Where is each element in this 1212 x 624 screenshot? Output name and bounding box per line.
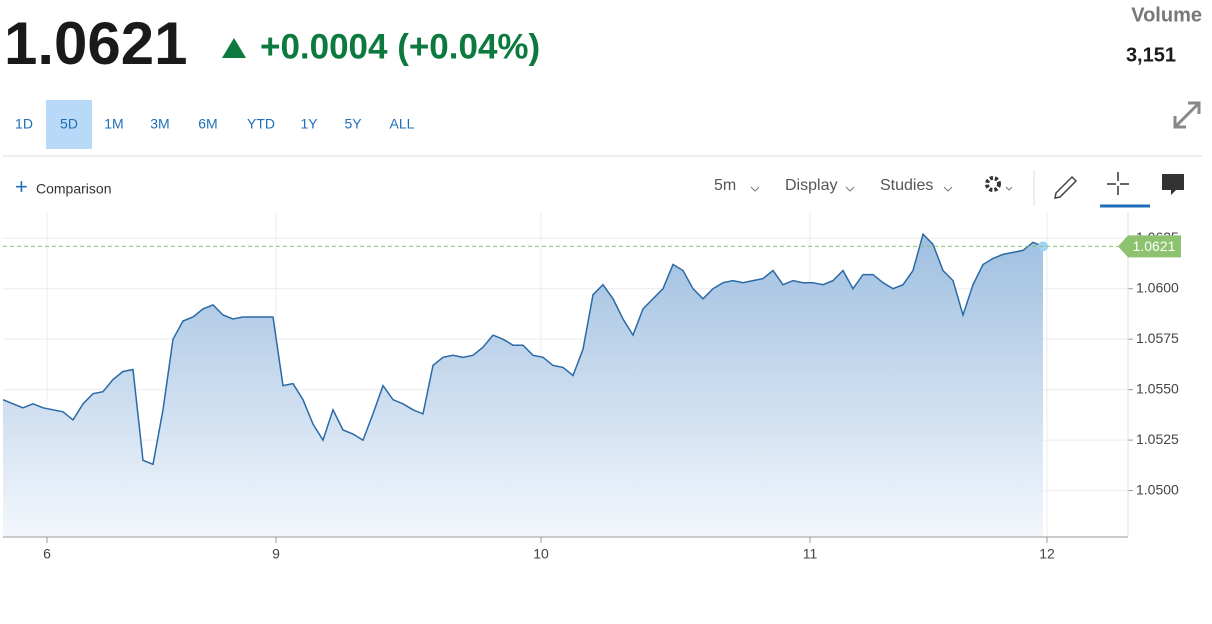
- x-tick-label: 6: [43, 546, 51, 562]
- x-tick-label: 9: [272, 546, 280, 562]
- x-tick-label: 10: [533, 546, 549, 562]
- range-tab[interactable]: 1M: [104, 116, 123, 132]
- comment-icon[interactable]: [1162, 174, 1184, 195]
- y-tick-label: 1.0550: [1136, 380, 1179, 396]
- caret: [845, 186, 855, 192]
- range-tabs: 1D 5D 1M 3M 6M YTD 1Y 5Y ALL: [15, 100, 415, 149]
- range-tab[interactable]: 5Y: [344, 116, 362, 132]
- x-tick-label: 11: [803, 546, 818, 562]
- range-tab[interactable]: 1Y: [300, 116, 318, 132]
- price: 1.0621: [4, 10, 188, 77]
- range-tab[interactable]: 1D: [15, 116, 33, 132]
- display-button[interactable]: Display: [785, 177, 837, 194]
- last-price-tag: [1118, 235, 1181, 258]
- line: [2, 232, 1044, 466]
- area: [3, 234, 1043, 537]
- last-price-label: 1.0621: [1133, 238, 1176, 254]
- volume-label: Volume: [1131, 4, 1202, 26]
- comparison-button[interactable]: Comparison: [36, 181, 111, 197]
- range-tab[interactable]: ALL: [390, 116, 415, 132]
- range-tab[interactable]: 3M: [150, 116, 169, 132]
- active-tab: [46, 100, 92, 149]
- range-tab[interactable]: 6M: [198, 116, 217, 132]
- studies-button[interactable]: Studies: [880, 177, 933, 194]
- draw-icon[interactable]: [1054, 175, 1078, 199]
- x-tick-label: 12: [1039, 546, 1055, 562]
- expand-icon[interactable]: [1173, 101, 1201, 129]
- price-change: +0.0004 (+0.04%): [260, 27, 540, 66]
- plus-icon[interactable]: +: [15, 174, 28, 199]
- crosshair-icon[interactable]: [1107, 172, 1129, 195]
- range-tab[interactable]: 5D: [60, 116, 78, 132]
- y-tick-label: 1.0500: [1136, 481, 1179, 497]
- plot: 1.05001.05251.05501.05751.06001.06256910…: [2, 212, 1181, 562]
- caret: [943, 186, 953, 192]
- y-tick-label: 1.0600: [1136, 279, 1179, 295]
- settings-icon[interactable]: [985, 176, 1001, 192]
- y-tick-label: 1.0525: [1136, 431, 1179, 447]
- caret: [1005, 186, 1013, 191]
- y-tick-label: 1.0575: [1136, 330, 1179, 346]
- caret: [750, 186, 760, 192]
- volume-value: 3,151: [1126, 44, 1176, 66]
- interval-button[interactable]: 5m: [714, 177, 736, 194]
- up-arrow: [222, 38, 246, 58]
- range-tab[interactable]: YTD: [247, 116, 275, 132]
